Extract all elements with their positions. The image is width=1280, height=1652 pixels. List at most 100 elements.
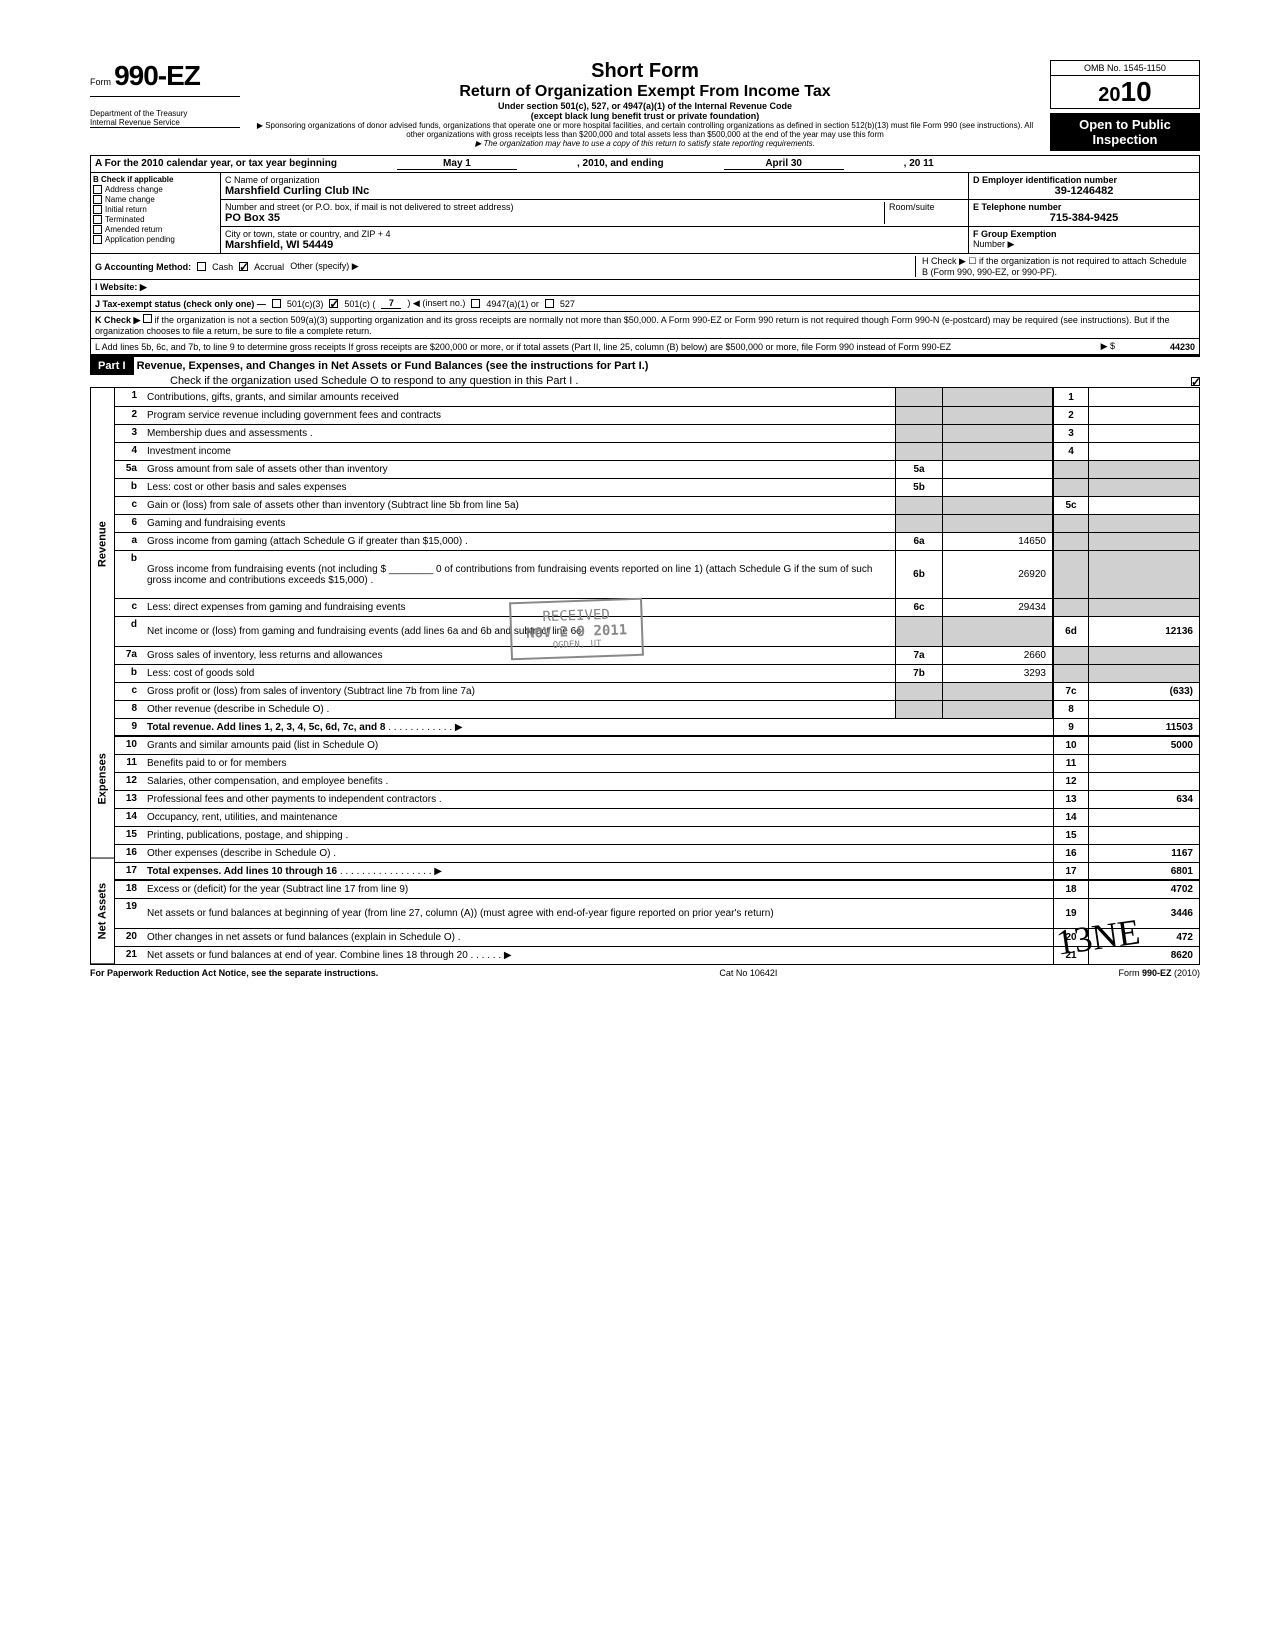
line-17-value[interactable]: 6801 [1089,863,1199,879]
year-begin[interactable]: May 1 [397,158,517,170]
line-7c-value[interactable]: (633) [1089,683,1199,700]
subtitle-2: (except black lung benefit trust or priv… [248,111,1042,121]
line-7a-value[interactable]: 2660 [943,647,1053,664]
form-header: Form 990-EZ Department of the Treasury I… [90,60,1200,151]
year-end[interactable]: April 30 [724,158,844,170]
row-i: I Website: ▶ [91,280,1199,296]
i-label: I Website: ▶ [95,282,147,293]
k-checkbox[interactable] [143,314,152,323]
line-6d-value[interactable]: 12136 [1089,617,1199,646]
line-3: 3 Membership dues and assessments . 3 [115,424,1199,442]
line-3-value[interactable] [1089,425,1199,442]
year-big: 10 [1121,76,1152,107]
line-8: 8 Other revenue (describe in Schedule O)… [115,700,1199,718]
line-12-value[interactable] [1089,773,1199,790]
phone-value[interactable]: 715-384-9425 [973,212,1195,224]
row-g: G Accounting Method: Cash Accrual Other … [91,254,1199,280]
identity-block: A For the 2010 calendar year, or tax yea… [90,155,1200,254]
l-arrow: ▶ $ [1101,341,1115,352]
row-bcdef: B Check if applicable Address change Nam… [91,173,1199,254]
line-12: 12 Salaries, other compensation, and emp… [115,772,1199,790]
line-5a-value[interactable] [943,461,1053,478]
subtitle-4: ▶ The organization may have to use a cop… [248,139,1042,148]
accrual-checkbox[interactable] [239,262,248,271]
line-6c-value[interactable]: 29434 [943,599,1053,616]
check-amended[interactable]: Amended return [93,225,218,234]
footer-right: Form 990-EZ (2010) [1118,968,1200,978]
line-18: 18 Excess or (deficit) for the year (Sub… [115,880,1199,898]
line-2-value[interactable] [1089,407,1199,424]
city-value[interactable]: Marshfield, WI 54449 [225,239,964,251]
check-initial[interactable]: Initial return [93,205,218,214]
line-6d: d Net income or (loss) from gaming and f… [115,616,1199,646]
cash-checkbox[interactable] [197,262,206,271]
dept-treasury: Department of the Treasury [90,109,240,118]
year-prefix: 20 [1098,84,1120,106]
line-21: 21 Net assets or fund balances at end of… [115,946,1199,964]
d-label: D Employer identification number [973,175,1195,185]
ein-value[interactable]: 39-1246482 [973,185,1195,197]
lines-wrap: 1 Contributions, gifts, grants, and simi… [115,388,1199,964]
l-text: L Add lines 5b, 6c, and 7b, to line 9 to… [95,342,1101,352]
check-name[interactable]: Name change [93,195,218,204]
subtitle-1: Under section 501(c), 527, or 4947(a)(1)… [248,101,1042,111]
footer-mid: Cat No 10642I [719,968,777,978]
dept-box: Department of the Treasury Internal Reve… [90,97,240,128]
line-5b: b Less: cost or other basis and sales ex… [115,478,1199,496]
row-a: A For the 2010 calendar year, or tax yea… [91,156,1199,173]
line-7b-value[interactable]: 3293 [943,665,1053,682]
check-pending[interactable]: Application pending [93,235,218,244]
line-15-value[interactable] [1089,827,1199,844]
line-16-value[interactable]: 1167 [1089,845,1199,862]
line-6b-value[interactable]: 26920 [943,551,1053,598]
street-value[interactable]: PO Box 35 [225,212,884,224]
j-d: 527 [560,299,575,309]
j-501c3-checkbox[interactable] [272,299,281,308]
j-501c-checkbox[interactable] [329,299,338,308]
j-b-post: ) ◀ (insert no.) [407,298,465,309]
line-4: 4 Investment income 4 [115,442,1199,460]
line-5c-value[interactable] [1089,497,1199,514]
h-text: H Check ▶ ☐ if the organization is not r… [915,256,1195,277]
line-9-value[interactable]: 11503 [1089,719,1199,735]
block-ghij: G Accounting Method: Cash Accrual Other … [90,254,1200,312]
j-527-checkbox[interactable] [545,299,554,308]
cash-label: Cash [212,262,233,272]
short-form-title: Short Form [248,60,1042,83]
line-1-value[interactable] [1089,388,1199,406]
line-13: 13 Professional fees and other payments … [115,790,1199,808]
page-footer: For Paperwork Reduction Act Notice, see … [90,968,1200,978]
inspection-label: Inspection [1054,132,1196,147]
check-address[interactable]: Address change [93,185,218,194]
side-expenses: Expenses [91,701,114,859]
j-b-num[interactable]: 7 [381,298,401,309]
j-4947-checkbox[interactable] [471,299,480,308]
line-11: 11 Benefits paid to or for members 11 [115,754,1199,772]
form-number-box: Form 990-EZ [90,60,240,97]
part1-check-line: Check if the organization used Schedule … [170,375,578,387]
line-6a: a Gross income from gaming (attach Sched… [115,532,1199,550]
line-16: 16 Other expenses (describe in Schedule … [115,844,1199,862]
check-terminated[interactable]: Terminated [93,215,218,224]
row-j: J Tax-exempt status (check only one) — 5… [91,296,1199,311]
part1-header: Part I Revenue, Expenses, and Changes in… [90,355,1200,388]
line-18-value[interactable]: 4702 [1089,881,1199,898]
line-6a-value[interactable]: 14650 [943,533,1053,550]
line-9: 9 Total revenue. Add lines 1, 2, 3, 4, 5… [115,718,1199,736]
line-5c: c Gain or (loss) from sale of assets oth… [115,496,1199,514]
e-label: E Telephone number [973,202,1195,212]
line-8-value[interactable] [1089,701,1199,718]
side-revenue: Revenue [91,388,114,701]
b-label: B Check if applicable [93,175,218,184]
return-title: Return of Organization Exempt From Incom… [248,83,1042,101]
line-4-value[interactable] [1089,443,1199,460]
line-11-value[interactable] [1089,755,1199,772]
line-13-value[interactable]: 634 [1089,791,1199,808]
block-b: B Check if applicable Address change Nam… [91,173,221,253]
org-name[interactable]: Marshfield Curling Club INc [225,185,964,197]
line-5b-value[interactable] [943,479,1053,496]
part1-schedule-o-checkbox[interactable] [1191,377,1200,386]
line-14-value[interactable] [1089,809,1199,826]
line-10-value[interactable]: 5000 [1089,737,1199,754]
l-amount[interactable]: 44230 [1115,342,1195,352]
